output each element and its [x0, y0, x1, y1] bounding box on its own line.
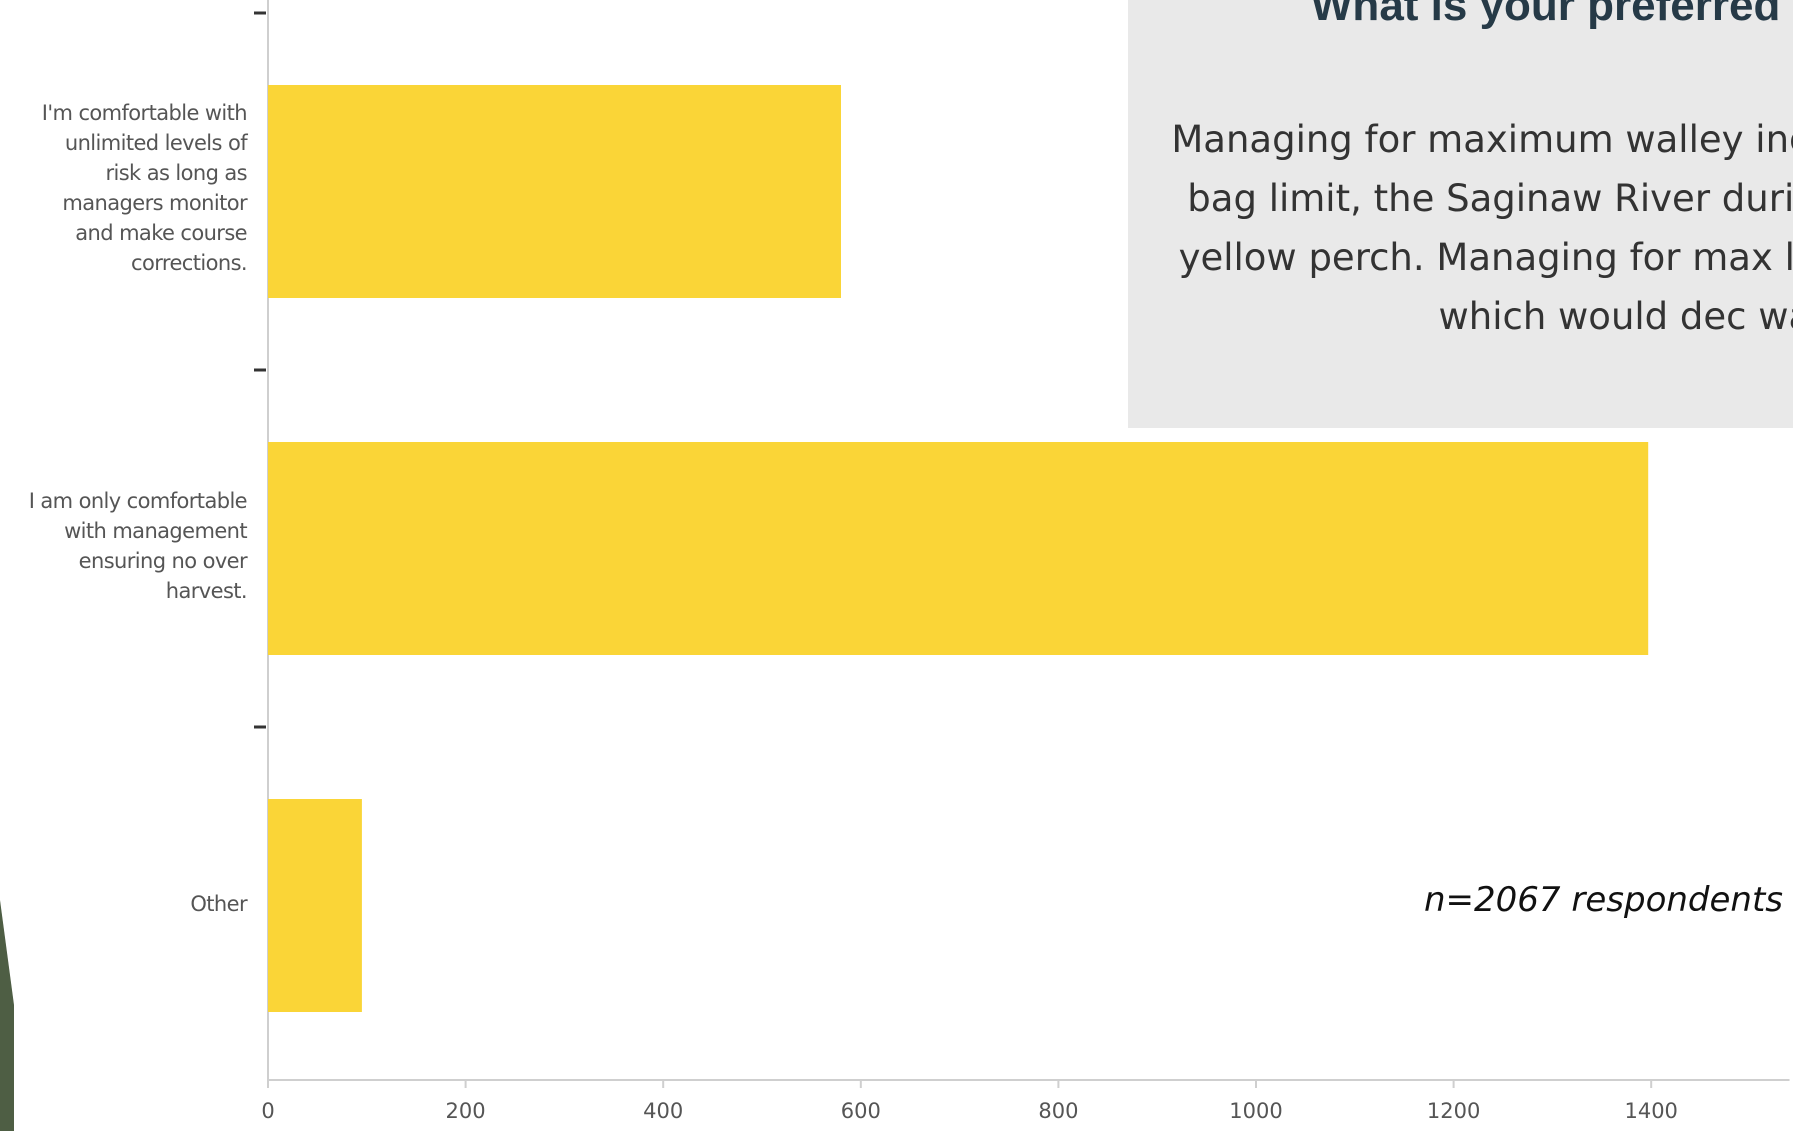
decorative-green-shape [0, 900, 14, 1131]
decorative-green-polygon [0, 900, 14, 1131]
info-body: Managing for maximum walley including a … [1171, 118, 1793, 338]
bar-2 [268, 799, 362, 1012]
info-box [1128, 0, 1793, 428]
x-tick-label: 1000 [1229, 1099, 1282, 1123]
bar-0 [268, 85, 841, 298]
respondent-count-note: n=2067 respondents [1424, 880, 1784, 920]
info-title: What is your preferred man ris [1310, 0, 1793, 30]
x-axis-ticks: 0 200 400 600 800 1000 1200 1400 [261, 1080, 1678, 1123]
x-tick-label: 400 [643, 1099, 683, 1123]
x-tick-label: 200 [446, 1099, 486, 1123]
x-tick-label: 1400 [1624, 1099, 1677, 1123]
x-tick-label: 0 [261, 1099, 274, 1123]
x-tick-label: 800 [1038, 1099, 1078, 1123]
x-tick-label: 600 [841, 1099, 881, 1123]
x-tick-label: 1200 [1427, 1099, 1480, 1123]
bar-1 [268, 442, 1649, 655]
category-label-unlimited-risk: I'm comfortable with unlimited levels of… [41, 101, 248, 275]
category-label-no-overharvest: I am only comfortable with management en… [28, 489, 248, 603]
category-label-other: Other [190, 892, 247, 916]
chart-bars [268, 85, 1649, 1012]
